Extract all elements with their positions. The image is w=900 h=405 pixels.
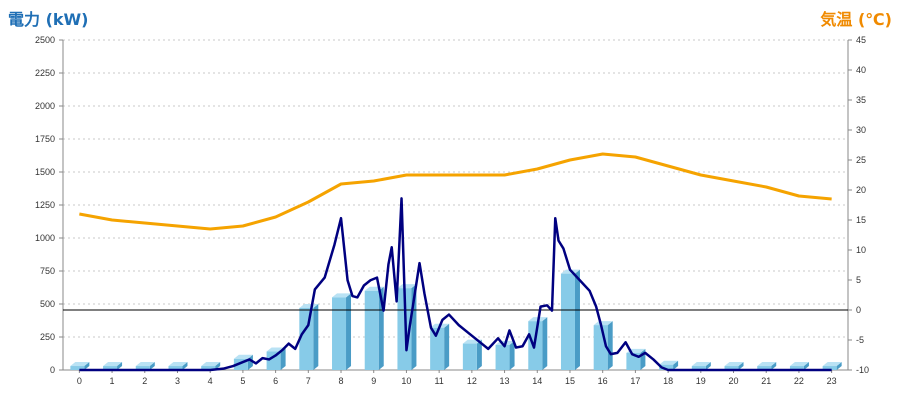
y-right-tick-label: -10: [856, 365, 869, 375]
power-bar: [560, 269, 580, 370]
x-tick-label: 22: [794, 376, 804, 386]
power-bar: [168, 362, 188, 370]
x-tick-label: 1: [110, 376, 115, 386]
y-right-tick-label: 20: [856, 185, 866, 195]
y-left-tick-label: 750: [40, 266, 55, 276]
y-right-tick-label: 40: [856, 65, 866, 75]
y-left-tick-label: 250: [40, 332, 55, 342]
power-bar: [659, 360, 679, 370]
y-right-tick-label: 0: [856, 305, 861, 315]
x-tick-label: 14: [532, 376, 542, 386]
y-right-tick-label: 10: [856, 245, 866, 255]
power-bar: [70, 362, 90, 370]
power-bar: [201, 362, 221, 370]
y-left-tick-label: 2250: [35, 68, 55, 78]
x-tick-label: 4: [208, 376, 213, 386]
power-bar: [266, 347, 286, 370]
y-left-axis-title: 電力 (kW): [8, 10, 89, 29]
temperature-line: [79, 152, 832, 231]
x-tick-label: 21: [761, 376, 771, 386]
power-bar: [332, 293, 352, 370]
y-right-tick-label: 25: [856, 155, 866, 165]
power-bar: [135, 362, 155, 370]
power-bar: [822, 362, 842, 370]
power-bar: [462, 339, 482, 370]
y-left-tick-label: 2500: [35, 35, 55, 45]
y-right-tick-label: 15: [856, 215, 866, 225]
power-bar: [593, 321, 613, 370]
x-tick-label: 20: [729, 376, 739, 386]
x-tick-label: 6: [273, 376, 278, 386]
y-left-tick-label: 1500: [35, 167, 55, 177]
x-tick-label: 3: [175, 376, 180, 386]
y-left-tick-label: 1000: [35, 233, 55, 243]
power-bar: [691, 362, 711, 370]
power-bar: [299, 303, 319, 370]
y-left-tick-label: 1250: [35, 200, 55, 210]
y-right-tick-label: 35: [856, 95, 866, 105]
x-tick-label: 8: [339, 376, 344, 386]
power-line: [79, 197, 832, 372]
x-tick-label: 23: [827, 376, 837, 386]
y-left-tick-label: 1750: [35, 134, 55, 144]
y-left-tick-label: 2000: [35, 101, 55, 111]
y-right-axis-title: 気温 (℃): [820, 10, 892, 29]
x-tick-label: 19: [696, 376, 706, 386]
x-tick-label: 12: [467, 376, 477, 386]
power-bar: [103, 362, 123, 370]
x-tick-label: 5: [240, 376, 245, 386]
x-tick-label: 0: [77, 376, 82, 386]
x-tick-label: 10: [401, 376, 411, 386]
x-tick-label: 11: [434, 376, 443, 386]
y-right-tick-label: -5: [856, 335, 864, 345]
power-bar: [757, 362, 777, 370]
x-tick-label: 17: [630, 376, 640, 386]
x-tick-label: 7: [306, 376, 311, 386]
power-bar: [626, 348, 646, 370]
x-tick-label: 15: [565, 376, 575, 386]
x-tick-label: 16: [598, 376, 608, 386]
y-right-tick-label: 45: [856, 35, 866, 45]
x-tick-label: 13: [500, 376, 510, 386]
y-right-tick-label: 30: [856, 125, 866, 135]
y-right-tick-label: 5: [856, 275, 861, 285]
y-left-tick-label: 500: [40, 299, 55, 309]
x-tick-label: 2: [142, 376, 147, 386]
x-tick-label: 9: [371, 376, 376, 386]
y-left-tick-label: 0: [50, 365, 55, 375]
x-tick-label: 18: [663, 376, 673, 386]
power-bar: [724, 362, 744, 370]
power-bar: [789, 362, 809, 370]
